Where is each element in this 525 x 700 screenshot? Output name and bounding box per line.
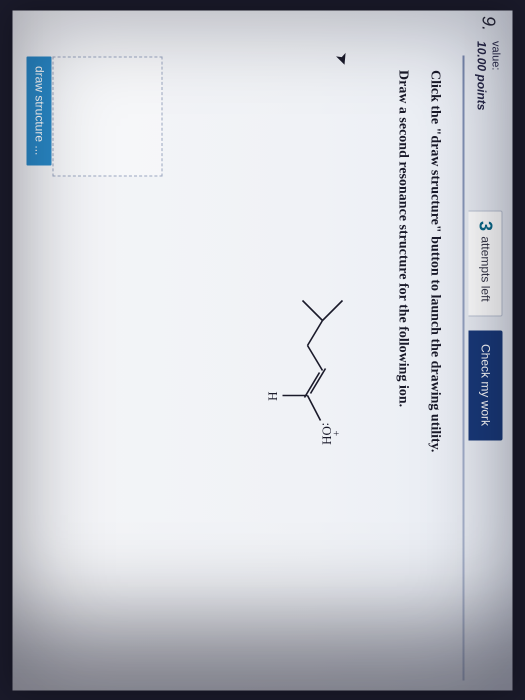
attempts-tab[interactable]: 3 attempts left — [469, 210, 503, 317]
instruction-text: Click the "draw structure" button to lau… — [427, 70, 443, 670]
check-my-work-button[interactable]: Check my work — [469, 330, 503, 440]
svg-text:+: + — [330, 430, 341, 436]
points-value: 10.00 points — [473, 41, 489, 110]
question-panel: 9. value: 10.00 points 3 attempts left C… — [13, 10, 513, 690]
molecule-h-label: H — [266, 391, 281, 400]
molecule-structure: :OH + H — [253, 290, 363, 450]
value-block: value: 10.00 points — [473, 41, 505, 110]
top-bar: 9. value: 10.00 points 3 attempts left C… — [461, 10, 513, 690]
draw-structure-canvas[interactable] — [53, 56, 163, 176]
attempts-label: attempts left — [479, 236, 493, 301]
content-area: Click the "draw structure" button to lau… — [395, 70, 443, 670]
draw-structure-button[interactable]: draw structure ... — [27, 56, 52, 165]
cursor-arrow-icon: ➤ — [331, 49, 354, 68]
prompt-text: Draw a second resonance structure for th… — [395, 70, 411, 670]
question-number: 9. — [478, 10, 505, 41]
header-divider — [463, 55, 465, 680]
attempts-count: 3 — [476, 221, 496, 231]
value-label: value: — [488, 41, 502, 110]
